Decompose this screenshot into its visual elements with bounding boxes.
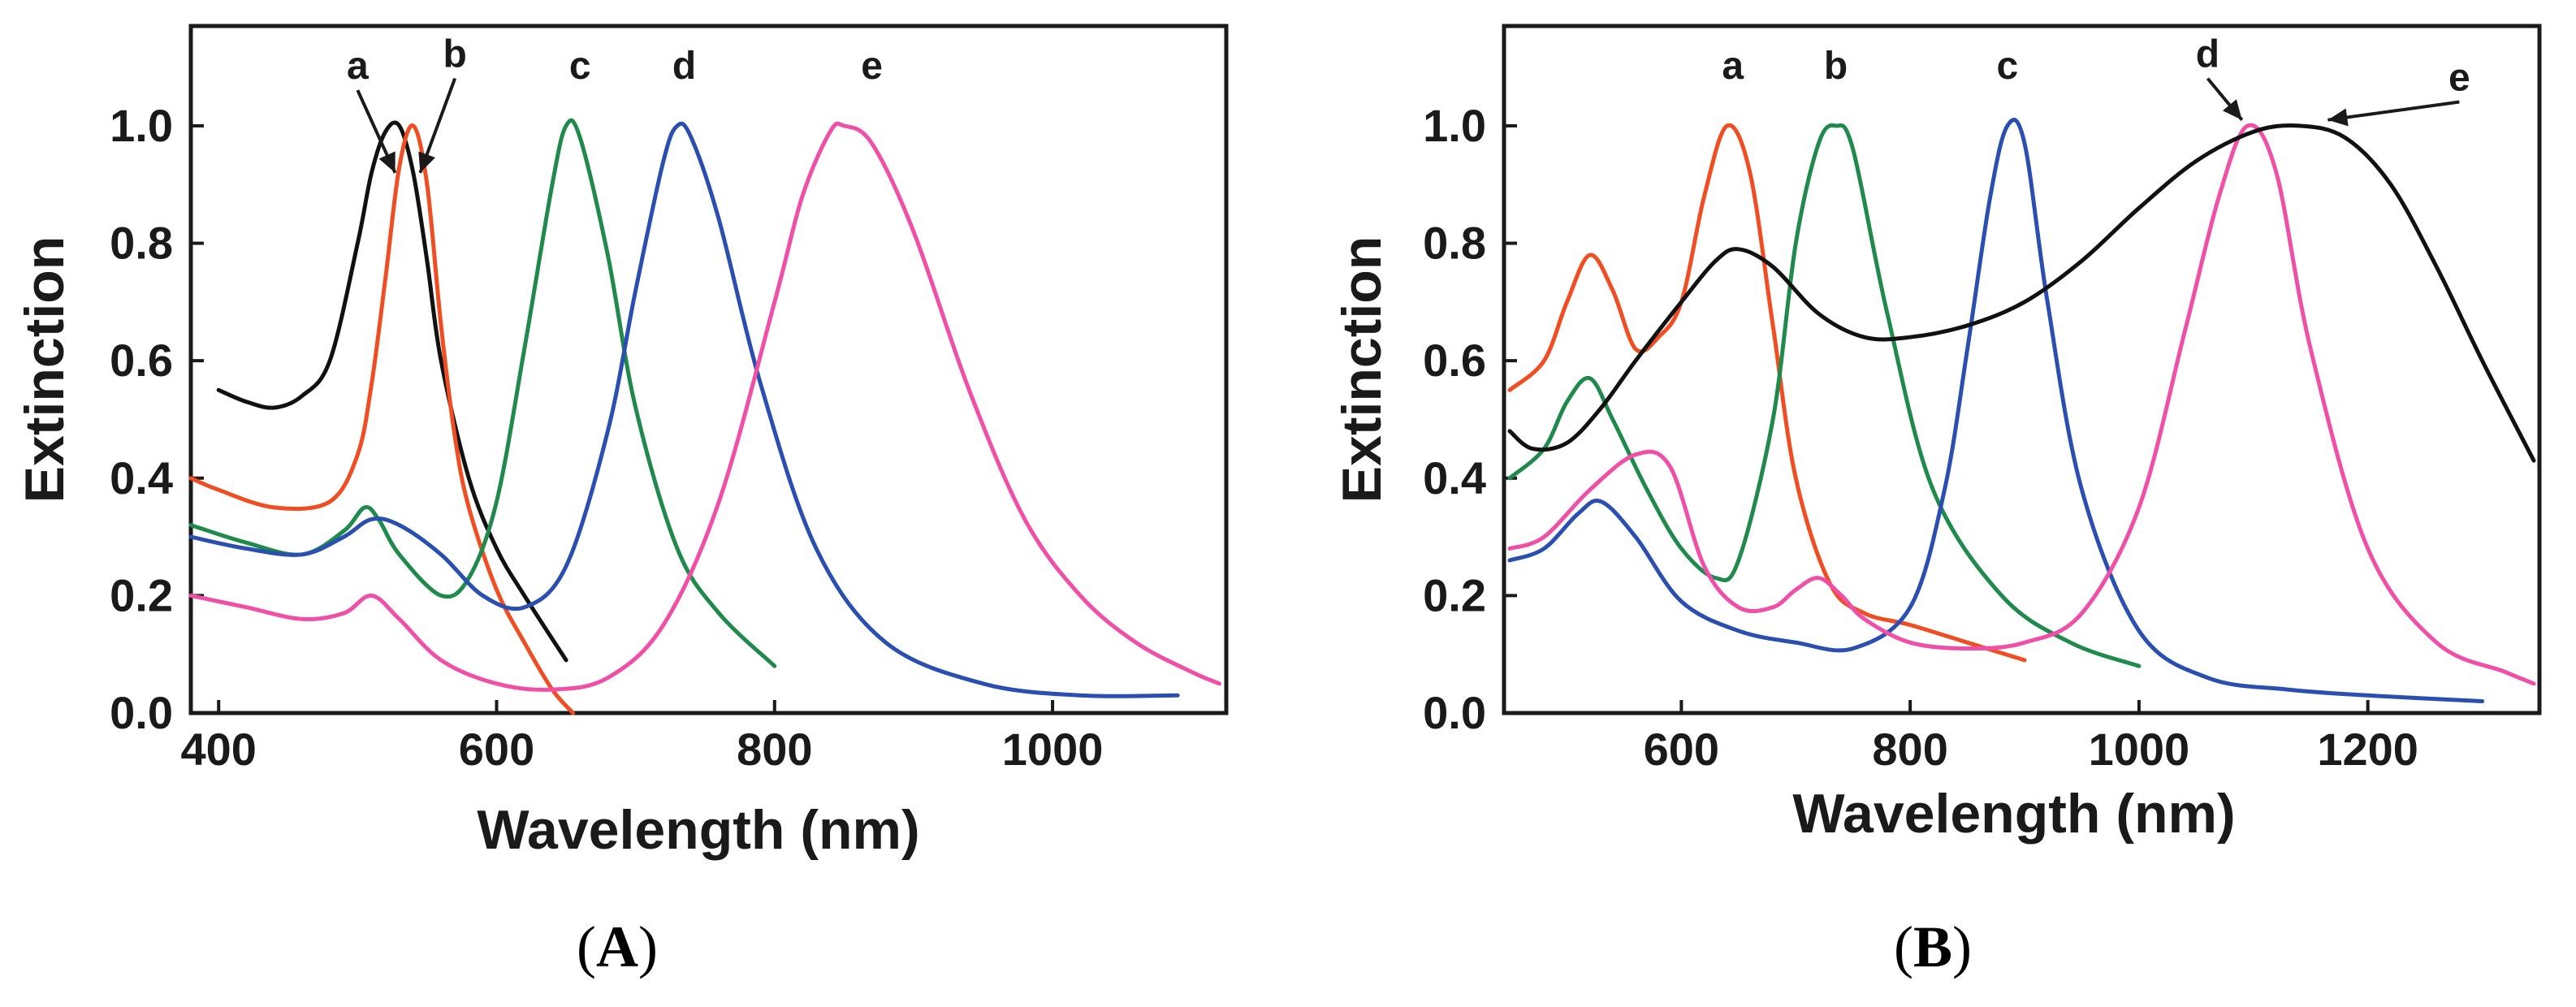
panel-a-series-c-line [188,118,777,668]
panel-a-series-a-line [216,120,568,663]
panel-b-ticks: 600 800 1000 1200 0.0 0.2 0.4 0.6 0.8 1.0 [1423,100,2418,775]
panel-b-arrow-e [2327,100,2460,122]
panel-a-series-b-line [188,123,576,715]
panel-a-x-tick-label: 400 [181,724,257,775]
panel-b-series-a-line [1507,123,2027,663]
panel-b-label-b: b [1824,45,1848,88]
panel-a-x-axis-title: Wavelength (nm) [477,799,919,861]
panel-a-plot-frame [188,24,1229,715]
panel-b-y-tick-label: 0.2 [1423,569,1486,620]
panel-a-y-axis-title: Extinction [14,236,76,504]
panel-b-x-tick-label: 1200 [2317,724,2418,775]
panel-a-y-tick-label: 1.0 [110,100,173,151]
panel-a-caption-letter: A [596,914,638,979]
panel-a-ticks: 400 600 800 1000 0.0 0.2 0.4 0.6 0.8 1.0 [110,100,1103,775]
panel-b-y-tick-label: 0.4 [1423,452,1486,504]
panel-a-label-e: e [861,45,883,88]
panel-a-label-d: d [672,45,696,88]
panel-b-caption: (B) [1894,914,1972,979]
panel-a-caption: (A) [577,914,658,979]
panel-b-series-e-line [1507,123,2536,463]
panel-b-y-tick-label: 1.0 [1423,100,1486,151]
panel-a-y-tick-label: 0.4 [110,452,173,504]
panel-a-arrowhead-a [378,151,395,173]
panel-b-x-tick-label: 1000 [2089,724,2190,775]
panel-a-label-b: b [443,33,467,76]
panel-b-arrowhead-e [2327,108,2349,127]
panel-b-y-axis-title: Extinction [1331,236,1393,504]
panel-a-label-c: c [569,45,591,88]
panel-a-x-tick-label: 800 [737,724,812,775]
panel-b-label-c: c [1997,45,2019,88]
panel-a-y-tick-label: 0.0 [110,687,173,738]
panel-b-label-e: e [2448,57,2470,100]
panel-a-arrowhead-b [418,151,436,173]
panel-b-x-tick-label: 800 [1872,724,1947,775]
panel-b-x-axis-title: Wavelength (nm) [1792,783,2235,845]
panel-a: 400 600 800 1000 0.0 0.2 0.4 0.6 0.8 1.0 a b c d e Wa… [14,24,1229,979]
panel-b-x-tick-label: 600 [1644,724,1719,775]
panel-a-label-a: a [347,45,369,88]
panel-b-series-d-line [1507,123,2536,686]
panel-a-y-tick-label: 0.6 [110,335,173,386]
panel-a-y-tick-label: 0.8 [110,218,173,269]
panel-a-x-tick-label: 600 [459,724,534,775]
panel-b-y-tick-label: 0.0 [1423,687,1486,738]
panel-b-label-a: a [1722,45,1744,88]
panel-a-series-e-line [188,121,1221,692]
panel-b-annotations: a b c d e [1722,33,2470,127]
panel-a-x-tick-label: 1000 [1002,724,1104,775]
panel-b-label-d: d [2196,33,2219,76]
panel-b-y-tick-label: 0.8 [1423,218,1486,269]
panel-a-series [188,118,1221,715]
panel-b-caption-letter: B [1913,914,1952,979]
panel-b-arrowhead-d [2222,99,2242,120]
panel-b-series-c-line [1507,118,2485,703]
panel-a-series-d-line [188,121,1180,698]
panel-b: 600 800 1000 1200 0.0 0.2 0.4 0.6 0.8 1.0 a b c d e W… [1331,24,2542,979]
panel-b-plot-frame [1502,24,2542,715]
panel-a-y-tick-label: 0.2 [110,569,173,620]
panel-b-y-tick-label: 0.6 [1423,335,1486,386]
panel-b-series [1507,118,2536,703]
panel-a-annotations: a b c d e [347,33,883,174]
